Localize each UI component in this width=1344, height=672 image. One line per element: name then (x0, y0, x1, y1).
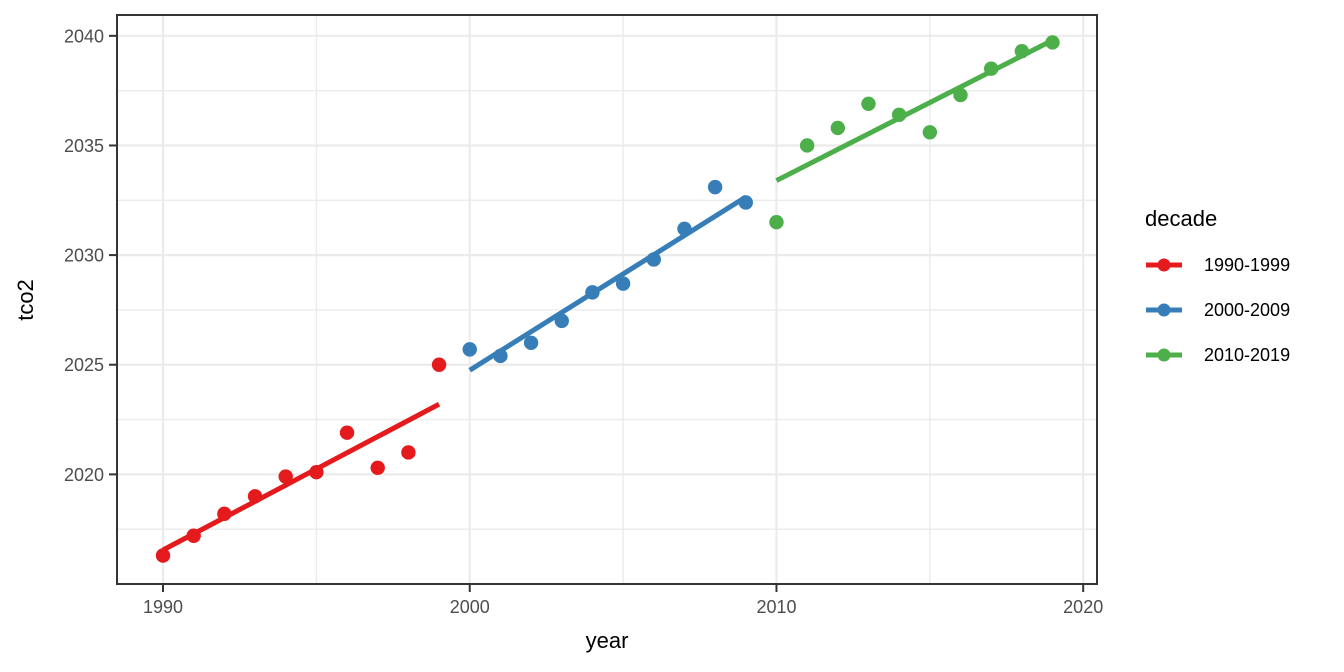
data-point (523, 335, 539, 351)
legend-key-icon (1146, 303, 1182, 317)
trend-line (161, 401, 441, 553)
data-point (309, 464, 324, 480)
legend-item: 2000-2009 (1145, 298, 1290, 322)
data-point (799, 138, 815, 153)
y-axis-title: tco2 (13, 279, 38, 321)
y-tick-label: 2025 (64, 355, 104, 375)
x-tick-label: 1990 (143, 597, 183, 617)
legend-key-icon (1146, 348, 1182, 362)
data-point (646, 252, 661, 267)
data-point (1045, 35, 1060, 50)
y-tick-label: 2030 (64, 246, 104, 266)
data-point (707, 179, 723, 195)
data-point (861, 96, 876, 112)
y-tick-label: 2020 (64, 465, 104, 485)
data-point (186, 528, 201, 543)
x-tick-label: 2010 (756, 597, 796, 617)
data-point (585, 285, 600, 300)
legend-item-label: 2000-2009 (1204, 299, 1291, 320)
legend-key-point (1157, 303, 1171, 317)
legend-key-point (1157, 348, 1171, 362)
data-point (493, 348, 508, 364)
x-tick-label: 2000 (450, 597, 490, 617)
legend-item-label: 2010-2019 (1204, 344, 1291, 365)
data-point (953, 87, 968, 103)
data-point (1014, 43, 1030, 59)
legend-title: decade (1145, 206, 1218, 231)
data-point (983, 61, 999, 76)
data-point (891, 107, 907, 122)
data-point (370, 460, 385, 475)
data-point (155, 548, 171, 563)
data-point (677, 221, 692, 236)
legend-item-label: 1990-1999 (1204, 254, 1291, 275)
data-point (738, 195, 753, 210)
x-tick-label: 2020 (1063, 597, 1103, 617)
trend-line (775, 37, 1054, 183)
data-point (247, 489, 263, 504)
data-point (401, 445, 416, 460)
trend-line (468, 194, 748, 373)
data-point (615, 276, 631, 291)
legend-item: 2010-2019 (1145, 343, 1290, 367)
data-point (278, 469, 293, 484)
y-tick-label: 2040 (64, 26, 104, 46)
legend: decade 1990-1999 2000-2009 2010-2019 (1145, 206, 1290, 367)
legend-item: 1990-1999 (1145, 253, 1290, 277)
data-point (462, 342, 477, 357)
x-axis-title: year (585, 628, 629, 653)
data-point (217, 506, 232, 522)
legend-key-icon (1146, 258, 1182, 272)
data-point (339, 425, 355, 440)
data-point (431, 357, 447, 372)
data-point (830, 120, 846, 136)
data-point (554, 313, 569, 329)
data-point (769, 215, 784, 230)
panel-border (116, 14, 1098, 585)
legend-key-point (1157, 258, 1171, 272)
y-tick-label: 2035 (64, 136, 104, 156)
data-point (922, 125, 938, 140)
